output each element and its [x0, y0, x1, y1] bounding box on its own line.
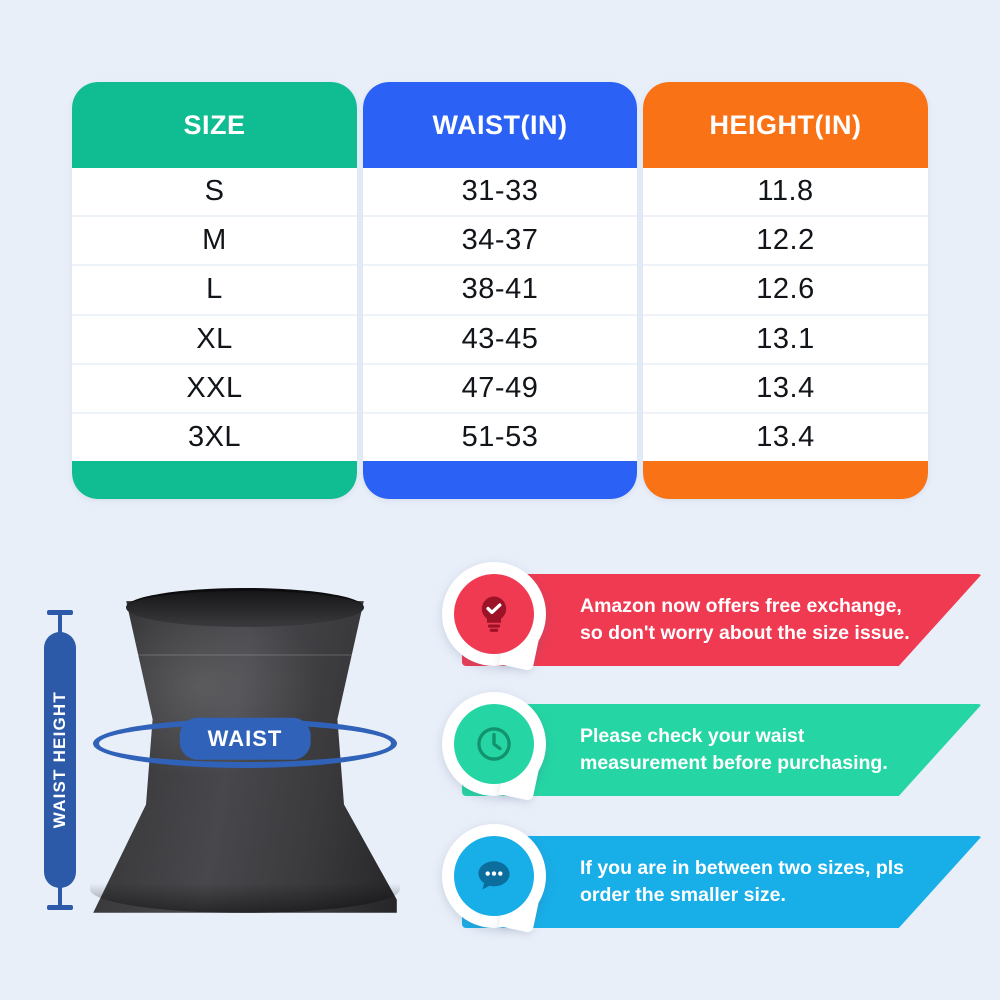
- column-header-height: HEIGHT(IN): [643, 82, 928, 168]
- table-cell-waist: 51-53: [461, 420, 539, 453]
- column-body-height: 11.8 12.2 12.6 13.1 13.4 13.4: [643, 168, 928, 461]
- table-cell-size: S: [72, 168, 357, 218]
- column-header-size: SIZE: [72, 82, 357, 168]
- table-cell-height: 13.4: [756, 420, 815, 453]
- column-footer-waist: [363, 461, 637, 499]
- callout-text: If you are in between two sizes, pls ord…: [580, 857, 904, 906]
- gauge-cap-top-icon: [47, 610, 73, 615]
- product-diagram: WAIST HEIGHT WAIST: [18, 570, 428, 970]
- column-footer-size: [72, 461, 357, 499]
- table-cell-size: M: [72, 217, 357, 267]
- callout-badge: [440, 822, 550, 938]
- info-callout-list: Amazon now offers free exchange, so don'…: [440, 560, 985, 965]
- table-cell-waist: 31-33: [363, 168, 637, 218]
- size-chart-column-waist: WAIST(IN) 31-33 34-37 38-41 43-45 47-49 …: [363, 82, 637, 499]
- clock-icon: [454, 704, 534, 784]
- table-cell-size: XL: [72, 316, 357, 365]
- table-cell-height: 11.8: [643, 168, 928, 218]
- info-callout: Please check your waist measurement befo…: [440, 690, 985, 806]
- callout-ribbon: Please check your waist measurement befo…: [462, 704, 982, 796]
- table-cell-height: 13.1: [643, 316, 928, 365]
- table-cell-size: XXL: [72, 365, 357, 414]
- table-cell-waist: 47-49: [363, 365, 637, 414]
- size-chart-column-height: HEIGHT(IN) 11.8 12.2 12.6 13.1 13.4 13.4: [643, 82, 928, 499]
- lightbulb-check-icon: [454, 574, 534, 654]
- belt-top-opening: [126, 588, 364, 628]
- waist-height-label: WAIST HEIGHT: [50, 691, 69, 829]
- waist-height-measure-gauge: WAIST HEIGHT: [38, 610, 82, 910]
- table-cell-size: 3XL: [187, 420, 242, 453]
- callout-text: Please check your waist measurement befo…: [580, 725, 888, 774]
- size-chart-column-size: SIZE S M L XL XXL 3XL: [72, 82, 357, 499]
- chat-bubble-icon: [454, 836, 534, 916]
- table-cell-height: 12.2: [643, 217, 928, 267]
- info-callout: If you are in between two sizes, pls ord…: [440, 822, 985, 938]
- column-footer-height: [643, 461, 928, 499]
- column-body-size: S M L XL XXL 3XL: [72, 168, 357, 461]
- callout-badge: [440, 690, 550, 806]
- size-chart-table: SIZE S M L XL XXL 3XL WAIST(IN) 31-33 34…: [72, 82, 928, 499]
- info-callout: Amazon now offers free exchange, so don'…: [440, 560, 985, 676]
- table-cell-waist: 34-37: [363, 217, 637, 267]
- waist-height-label-pill: WAIST HEIGHT: [44, 632, 76, 888]
- waist-trainer-belt-image: WAIST: [80, 588, 410, 916]
- table-cell-waist: 43-45: [363, 316, 637, 365]
- callout-text: Amazon now offers free exchange, so don'…: [580, 595, 910, 644]
- column-body-waist: 31-33 34-37 38-41 43-45 47-49 51-53: [363, 168, 637, 461]
- table-cell-height: 12.6: [643, 266, 928, 316]
- waist-label: WAIST: [179, 718, 311, 761]
- belt-seam: [132, 653, 358, 656]
- table-cell-waist: 38-41: [363, 266, 637, 316]
- table-cell-height: 13.4: [643, 365, 928, 414]
- callout-ribbon: If you are in between two sizes, pls ord…: [462, 836, 982, 928]
- table-cell-size: L: [72, 266, 357, 316]
- callout-ribbon: Amazon now offers free exchange, so don'…: [462, 574, 982, 666]
- column-header-waist: WAIST(IN): [363, 82, 637, 168]
- callout-badge: [440, 560, 550, 676]
- gauge-cap-bottom-icon: [47, 905, 73, 910]
